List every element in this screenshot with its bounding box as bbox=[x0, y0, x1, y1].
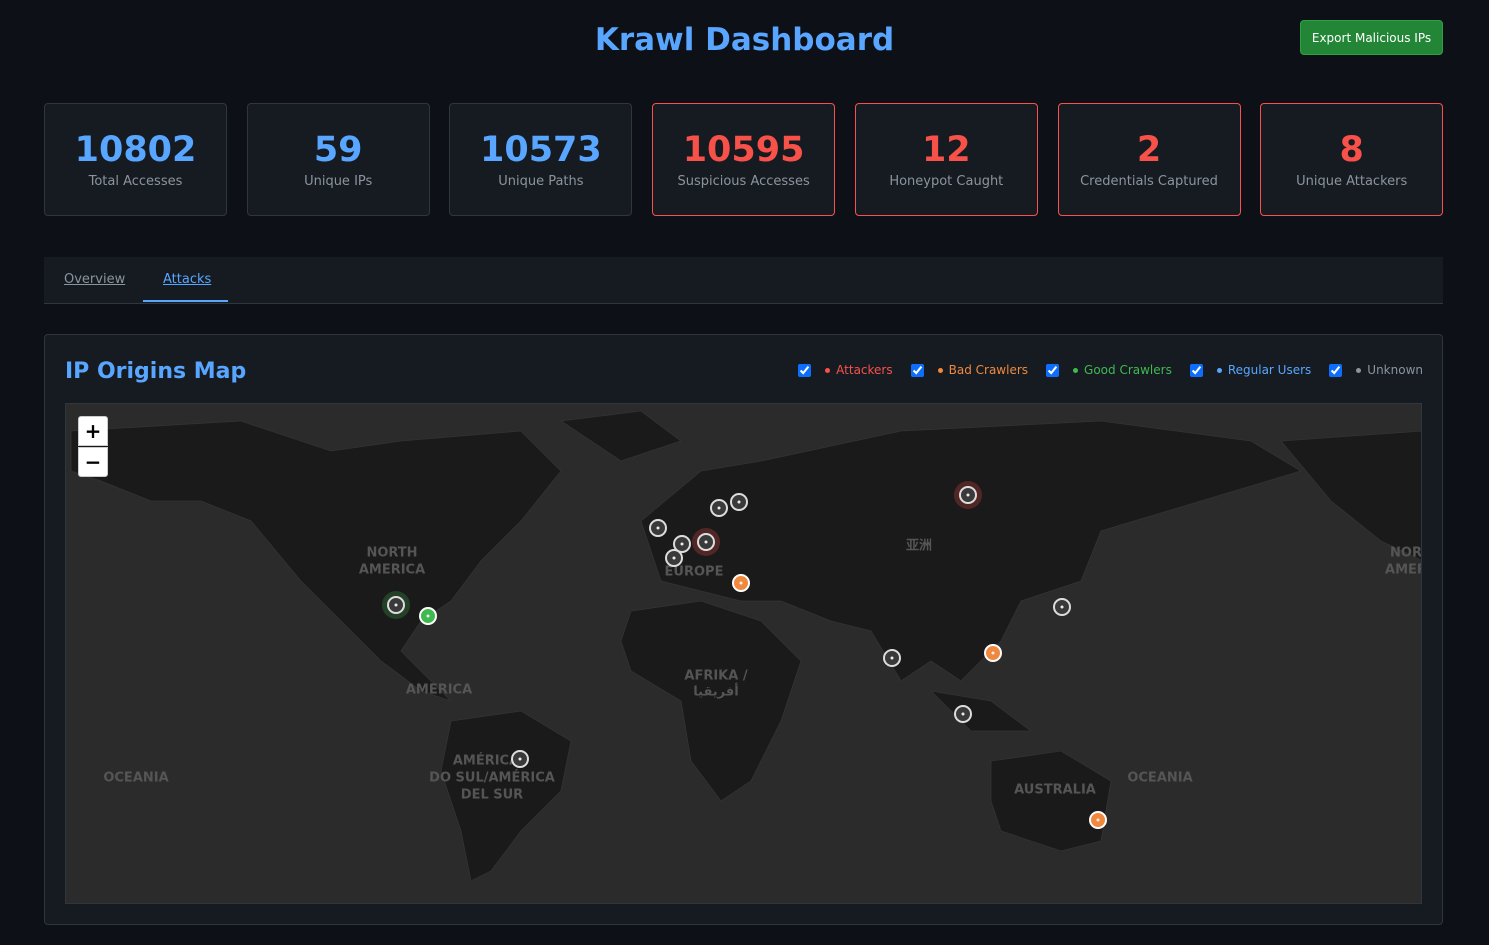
marker-center bbox=[426, 614, 430, 618]
stat-value: 8 bbox=[1339, 130, 1364, 170]
map-label: EUROPE bbox=[665, 565, 724, 580]
marker-center bbox=[672, 556, 676, 560]
stat-label: Credentials Captured bbox=[1080, 174, 1218, 189]
zoom-in[interactable]: + bbox=[78, 416, 108, 446]
map-title: IP Origins Map bbox=[65, 359, 247, 384]
marker-center bbox=[717, 506, 721, 510]
map-label: AMERICA bbox=[406, 683, 472, 698]
stat-value: 10573 bbox=[480, 130, 602, 170]
legend-item: Unknown bbox=[1329, 363, 1423, 377]
tab-underline bbox=[143, 300, 228, 302]
tab[interactable]: Attacks bbox=[163, 272, 212, 287]
stat-value: 59 bbox=[313, 130, 363, 170]
map[interactable]: NORTH AMERICA EUROPE AMERICA AFRIKA / أفريقيا… bbox=[65, 403, 1422, 904]
stat-card: 12 Honeypot Caught bbox=[854, 103, 1038, 216]
stat-label: Suspicious Accesses bbox=[677, 174, 810, 189]
marker-center bbox=[1060, 605, 1064, 609]
legend-label: Bad Crawlers bbox=[948, 363, 1029, 377]
stat-value: 12 bbox=[921, 130, 971, 170]
map-label: 亚洲 bbox=[906, 539, 932, 554]
zoom-out[interactable]: − bbox=[78, 447, 108, 477]
map-label: DO SUL/AMÉRICA bbox=[429, 770, 555, 786]
legend-checkbox[interactable] bbox=[1046, 363, 1060, 377]
legend-item: Regular Users bbox=[1189, 363, 1312, 377]
legend-checkbox[interactable] bbox=[1189, 363, 1203, 377]
stat-card: 10595 Suspicious Accesses bbox=[652, 103, 836, 216]
stat-label: Unique Attackers bbox=[1296, 174, 1408, 189]
map-label: AMÉRICA bbox=[453, 753, 519, 769]
map-label: OCEANIA bbox=[1127, 771, 1192, 786]
stat-label: Honeypot Caught bbox=[889, 174, 1004, 189]
marker-center bbox=[961, 712, 965, 716]
map-label: AUSTRALIA bbox=[1014, 783, 1096, 798]
legend-label: Unknown bbox=[1367, 363, 1423, 377]
export-button[interactable]: Export Malicious IPs bbox=[1300, 20, 1443, 55]
marker-center bbox=[704, 540, 708, 544]
marker-center bbox=[890, 656, 894, 660]
map-label: OCEANIA bbox=[103, 771, 168, 786]
stat-card: 10573 Unique Paths bbox=[449, 103, 633, 216]
map-label: AFRIKA / bbox=[684, 669, 747, 684]
map-label: AMER bbox=[1385, 563, 1422, 578]
tab-bar: Overview Attacks bbox=[44, 257, 1443, 304]
marker-center bbox=[656, 526, 660, 530]
stat-label: Unique IPs bbox=[304, 174, 373, 189]
marker-center bbox=[737, 500, 741, 504]
map-canvas: NORTH AMERICA EUROPE AMERICA AFRIKA /أفريقيا… bbox=[70, 410, 1422, 882]
marker-center bbox=[991, 651, 995, 655]
stat-label: Unique Paths bbox=[498, 174, 584, 189]
marker-center bbox=[1096, 818, 1100, 822]
legend-dot bbox=[1216, 367, 1222, 373]
stat-card: 59 Unique IPs bbox=[246, 103, 430, 216]
stat-value: 10802 bbox=[74, 130, 197, 170]
marker-center bbox=[966, 493, 970, 497]
map-label: أفريقيا bbox=[693, 683, 738, 700]
map-label: AMERICA bbox=[359, 563, 425, 578]
legend-label: Attackers bbox=[836, 363, 893, 377]
map-label: NORTH bbox=[366, 546, 417, 561]
legend-label: Regular Users bbox=[1227, 363, 1312, 377]
map-label: NOR bbox=[1390, 546, 1422, 561]
map-label: DEL SUR bbox=[461, 788, 523, 803]
stat-label: Total Accesses bbox=[88, 174, 183, 189]
legend-dot bbox=[1073, 367, 1079, 373]
legend-dot bbox=[937, 367, 943, 373]
legend-item: Bad Crawlers bbox=[910, 363, 1029, 377]
page-title: Krawl Dashboard bbox=[594, 22, 895, 58]
stat-card: 2 Credentials Captured bbox=[1057, 103, 1241, 216]
marker-center bbox=[680, 542, 684, 546]
legend: Attackers Bad Crawlers Good Crawlers Regula… bbox=[798, 363, 1423, 377]
stat-value: 2 bbox=[1136, 130, 1162, 170]
stat-value: 10595 bbox=[682, 130, 805, 170]
marker-center bbox=[394, 603, 398, 607]
legend-item: Attackers bbox=[798, 363, 893, 377]
legend-dot bbox=[1356, 367, 1362, 373]
tab[interactable]: Overview bbox=[64, 272, 126, 287]
legend-item: Good Crawlers bbox=[1046, 363, 1172, 377]
marker-center bbox=[739, 581, 743, 585]
stat-card: 8 Unique Attackers bbox=[1260, 103, 1444, 216]
legend-checkbox[interactable] bbox=[910, 363, 924, 377]
legend-dot bbox=[825, 367, 831, 373]
stat-card: 10802 Total Accesses bbox=[44, 103, 227, 216]
legend-checkbox[interactable] bbox=[798, 363, 812, 377]
legend-checkbox[interactable] bbox=[1329, 363, 1343, 377]
marker-center bbox=[518, 757, 522, 761]
legend-label: Good Crawlers bbox=[1084, 363, 1172, 377]
